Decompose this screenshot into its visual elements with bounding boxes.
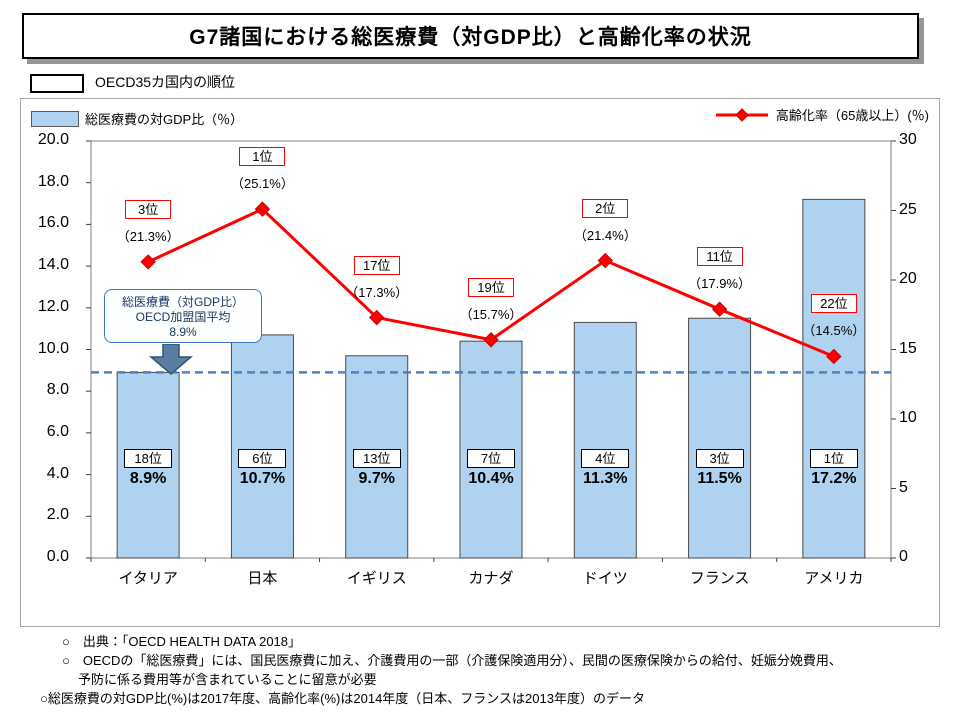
oecd-average-callout-line2: OECD加盟国平均 [135, 310, 231, 324]
oecd-average-arrow-icon [149, 344, 193, 375]
left-axis-tick-label: 2.0 [46, 506, 69, 524]
slide-title: G7諸国における総医療費（対GDP比）と高齢化率の状況 [189, 26, 752, 49]
bar-アメリカ [802, 198, 866, 559]
bar-value-label: 11.5% [697, 470, 742, 487]
aging-value-label: （15.7%） [459, 306, 523, 322]
left-axis-tick-label: 8.0 [46, 381, 69, 399]
category-label: イタリア [118, 570, 178, 587]
aging-rate-marker-カナダ [483, 332, 499, 348]
aging-rate-marker-ドイツ [597, 252, 613, 269]
left-axis-tick-label: 14.0 [37, 256, 69, 274]
aging-value-label: （21.4%） [573, 227, 637, 243]
bar-rank-badge: 3位 [695, 449, 744, 468]
aging-value-label: （21.3%） [116, 228, 180, 244]
line-legend-marker-icon [715, 107, 768, 122]
aging-value-label: （17.3%） [345, 284, 409, 300]
aging-rank-badge: 22位 [810, 294, 857, 314]
footnotes: ○ 出典：「OECD HEALTH DATA 2018」 ○ OECDの「総医療… [40, 632, 940, 708]
aging-value-label: （17.9%） [688, 276, 751, 292]
category-label: フランス [689, 570, 750, 587]
footnote-source: ○ 出典：「OECD HEALTH DATA 2018」 [62, 634, 302, 649]
slide-title-box: G7諸国における総医療費（対GDP比）と高齢化率の状況 [22, 13, 919, 59]
aging-rate-marker-フランス [711, 301, 728, 317]
bar-rank-badge: 18位 [124, 449, 173, 468]
bar-value-label: 10.4% [468, 470, 514, 487]
left-axis-tick-label: 16.0 [37, 214, 69, 232]
left-axis-tick-label: 20.0 [37, 131, 69, 148]
category-label: カナダ [468, 570, 514, 587]
left-axis-tick-label: 6.0 [46, 422, 69, 440]
oecd-average-callout: 総医療費（対GDP比） OECD加盟国平均 8.9% [104, 289, 262, 343]
bar-rank-badge: 1位 [809, 449, 858, 468]
left-axis-tick-label: 0.0 [46, 548, 69, 565]
left-axis-tick-label: 10.0 [37, 339, 69, 357]
right-axis-tick-label: 30 [899, 131, 917, 148]
line-legend: 高齢化率（65歳以上）(％) [714, 105, 929, 124]
aging-value-label: （25.1%） [230, 176, 294, 192]
chart-label-layer: 総医療費の対GDP比（％） 高齢化率（65歳以上）(％) 総医療費（対GDP比）… [21, 99, 939, 626]
bar-rank-badge: 13位 [352, 449, 401, 468]
footnote-years: ○総医療費の対GDP比(%)は2017年度、高齢化率(%)は2014年度（日本、… [40, 691, 645, 706]
bar-rank-badge: 7位 [467, 449, 515, 468]
aging-rank-badge: 19位 [468, 277, 514, 297]
aging-rank-badge: 2位 [582, 198, 629, 218]
right-axis-tick-label: 20 [899, 270, 917, 287]
bar-value-label: 11.3% [583, 470, 628, 487]
right-axis-tick-label: 25 [899, 200, 917, 218]
aging-rank-badge: 11位 [696, 247, 743, 267]
oecd-average-callout-line3: 8.9% [169, 325, 197, 339]
category-label: イギリス [346, 570, 407, 587]
bar-ドイツ [573, 321, 637, 559]
left-axis-tick-label: 18.0 [37, 172, 69, 190]
footnote-definition-1: ○ OECDの「総医療費」には、国民医療費に加え、介護費用の一部（介護保険適用分… [62, 653, 842, 668]
category-label: 日本 [247, 570, 278, 587]
bar-フランス [688, 317, 752, 559]
aging-rank-badge: 1位 [239, 147, 286, 167]
bar-value-label: 17.2% [811, 470, 857, 487]
aging-value-label: （14.5%） [802, 323, 866, 339]
aging-rank-badge: 3位 [125, 199, 172, 219]
bar-value-label: 8.9% [129, 470, 167, 487]
bar-legend-swatch [31, 111, 79, 127]
category-label: アメリカ [804, 570, 864, 587]
left-axis-tick-label: 4.0 [46, 464, 69, 482]
aging-rate-marker-アメリカ [826, 348, 842, 365]
bar-legend-label: 総医療費の対GDP比（％） [85, 112, 244, 127]
aging-rate-marker-日本 [254, 201, 271, 217]
rank-box-legend-label: OECD35カ国内の順位 [95, 74, 236, 90]
rank-box-legend-swatch [30, 74, 84, 93]
aging-rank-badge: 17位 [353, 255, 400, 275]
bar-value-label: 10.7% [239, 470, 286, 487]
bar-value-label: 9.7% [358, 470, 395, 487]
bar-rank-badge: 6位 [238, 449, 287, 468]
right-axis-tick-label: 10 [899, 409, 917, 426]
right-axis-tick-label: 15 [899, 339, 917, 357]
oecd-average-callout-line1: 総医療費（対GDP比） [121, 295, 244, 309]
bar-rank-badge: 4位 [581, 449, 630, 468]
line-legend-label: 高齢化率（65歳以上）(％) [775, 108, 929, 123]
category-label: ドイツ [582, 570, 628, 587]
left-axis-tick-label: 12.0 [37, 297, 69, 315]
right-axis-tick-label: 0 [899, 548, 908, 565]
chart-area: 総医療費の対GDP比（％） 高齢化率（65歳以上）(％) 総医療費（対GDP比）… [20, 98, 940, 627]
aging-rate-marker-イギリス [369, 309, 385, 326]
footnote-definition-2: 予防に係る費用等が含まれていることに留意が必要 [78, 672, 377, 687]
aging-rate-marker-イタリア [140, 254, 156, 270]
right-axis-tick-label: 5 [899, 478, 908, 496]
